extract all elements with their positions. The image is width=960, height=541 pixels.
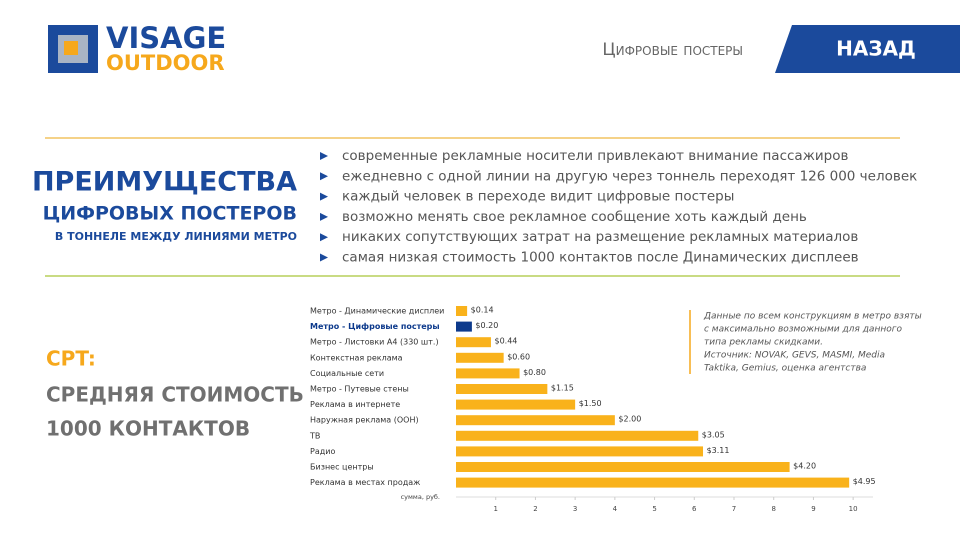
logo-dot	[64, 41, 78, 55]
category-label: Метро - Листовки А4 (330 шт.)	[310, 338, 439, 347]
value-label: $4.20	[793, 462, 816, 471]
headline: ПРЕИМУЩЕСТВА	[32, 167, 297, 198]
bar	[456, 446, 704, 457]
bar	[456, 306, 468, 316]
bar	[456, 430, 699, 441]
category-label: Реклама в местах продаж	[310, 478, 420, 487]
bullet-text: ежедневно с одной линии на другую через …	[342, 168, 917, 184]
category-label: Наружная реклама (ООН)	[310, 416, 419, 425]
bullet-arrow	[320, 253, 328, 262]
bullet-text: возможно менять свое рекламное сообщение…	[342, 209, 807, 225]
bar	[456, 477, 850, 488]
category-label: ТВ	[309, 431, 320, 440]
bar	[456, 384, 548, 394]
category-label: Радио	[310, 447, 335, 456]
value-label: $0.14	[471, 306, 494, 315]
value-label: $0.60	[507, 352, 530, 361]
bullet-text: никаких сопутствующих затрат на размещен…	[342, 229, 858, 245]
x-tick-label: 1	[493, 505, 497, 513]
bullet-text: современные рекламные носители привлекаю…	[342, 148, 848, 164]
x-tick-label: 9	[811, 505, 815, 513]
value-label: $4.95	[853, 477, 876, 486]
bullet-text: каждый человек в переходе видит цифровые…	[342, 189, 734, 205]
x-tick-label: 5	[652, 505, 656, 513]
back-label[interactable]: НАЗАД	[836, 37, 916, 61]
bullet-arrow	[320, 212, 328, 221]
bullet-arrow	[320, 233, 328, 242]
bullet-arrow	[320, 172, 328, 181]
category-label: Метро - Путевые стены	[310, 385, 409, 394]
back-button[interactable]: НАЗАД	[775, 25, 960, 73]
note-text: Источник: NOVAK, GEVS, MASMI, Media	[704, 351, 885, 361]
bar	[456, 352, 504, 363]
value-label: $0.44	[494, 337, 517, 346]
category-label: Реклама в интернете	[310, 400, 400, 409]
bar	[456, 462, 790, 472]
x-tick-label: 7	[732, 505, 736, 513]
x-tick-label: 10	[849, 505, 858, 513]
x-tick-label: 6	[692, 505, 697, 513]
note-text: Данные по всем конструкциям в метро взят…	[703, 312, 922, 322]
bullet-text: самая низкая стоимость 1000 контактов по…	[342, 250, 859, 266]
x-tick-label: 3	[573, 505, 577, 513]
category-label: Бизнес центры	[310, 463, 374, 472]
value-label: $0.80	[523, 368, 546, 377]
note-text: типа рекламы скидками.	[704, 338, 823, 348]
bar	[456, 399, 576, 410]
x-tick-label: 8	[771, 505, 775, 513]
logo-top: VISAGE	[106, 21, 226, 55]
category-label: Социальные сети	[310, 369, 384, 378]
x-tick-label: 4	[613, 505, 618, 513]
bar	[456, 415, 615, 426]
note-text: Taktika, Gemius, оценка агентства	[704, 364, 866, 374]
category-label: Метро - Динамические дисплеи	[310, 307, 444, 316]
value-label: $3.11	[707, 446, 730, 455]
category-label: Метро - Цифровые постеры	[310, 322, 440, 331]
category-label: Контекстная реклама	[310, 353, 403, 362]
value-label: $0.20	[475, 321, 498, 330]
headline: В ТОННЕЛЕ МЕЖДУ ЛИНИЯМИ МЕТРО	[55, 230, 297, 243]
logo-bottom: OUTDOOR	[106, 51, 225, 75]
cpt-text: 1000 КОНТАКТОВ	[46, 417, 250, 441]
back-bg[interactable]	[775, 25, 960, 73]
value-label: $3.05	[702, 430, 725, 439]
headline: ЦИФРОВЫХ ПОСТЕРОВ	[43, 203, 297, 225]
value-label: $2.00	[618, 415, 641, 424]
bar	[456, 337, 491, 348]
x-tick-label: 2	[533, 505, 537, 513]
cpt-text: СРЕДНЯЯ СТОИМОСТЬ	[46, 383, 304, 407]
x-axis-label: сумма, руб.	[401, 493, 440, 501]
cpt-title: CPT:	[46, 347, 96, 371]
section-title: Цифровые постеры	[602, 40, 743, 60]
bullet-arrow	[320, 192, 328, 201]
value-label: $1.50	[579, 399, 602, 408]
bullet-arrow	[320, 152, 328, 160]
bar	[456, 321, 472, 332]
bar	[456, 368, 520, 379]
note-text: с максимально возможными для данного	[704, 325, 902, 335]
value-label: $1.15	[551, 384, 574, 393]
